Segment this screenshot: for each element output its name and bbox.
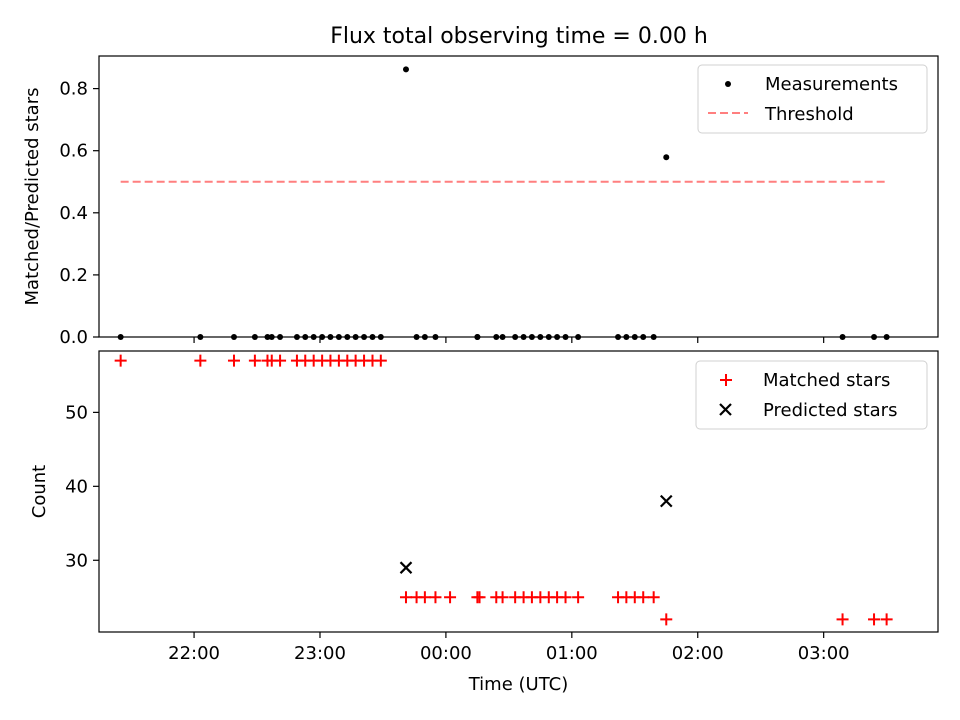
x-tick-label: 00:00 — [420, 643, 472, 664]
matched-star-point — [880, 613, 893, 626]
x-tick-label: 03:00 — [798, 643, 850, 664]
matched-star-point — [227, 354, 240, 367]
matched-star-point — [637, 591, 650, 604]
matched-star-point — [418, 591, 431, 604]
matched-star-point — [572, 591, 585, 604]
legend-threshold-label: Threshold — [764, 104, 854, 125]
x-tick-label: 01:00 — [546, 643, 598, 664]
x-tick-label: 22:00 — [168, 643, 220, 664]
legend-predicted-marker — [719, 403, 732, 416]
matched-star-point — [114, 354, 127, 367]
bottom-axes-ticks: 22:00 23:00 00:00 01:00 02:00 03:00 30 40 50 — [65, 402, 850, 664]
chart-title: Flux total observing time = 0.00 h — [330, 24, 708, 49]
y-tick-label: 0.6 — [59, 141, 88, 162]
measurement-point — [402, 66, 409, 73]
predicted-star-point — [399, 561, 413, 574]
legend-predicted-label: Predicted stars — [763, 400, 897, 421]
matched-star-point — [194, 354, 207, 367]
top-legend-box — [697, 64, 928, 134]
top-legend: Measurements Threshold — [697, 64, 928, 134]
y-tick-label: 30 — [65, 550, 88, 571]
matched-star-point — [374, 354, 387, 367]
y-tick-label: 40 — [65, 476, 88, 497]
y-tick-label: 0.2 — [59, 265, 88, 286]
bottom-y-axis-label: Count — [29, 465, 50, 518]
legend-measurements-marker — [725, 81, 731, 87]
top-axes-ticks: 0.0 0.2 0.4 0.6 0.8 — [59, 79, 825, 348]
top-axes: 0.00.20.40.60.8 Matched/Predicted stars … — [22, 55, 939, 348]
bottom-legend: Matched stars Predicted stars — [695, 360, 928, 430]
top-axes-frame — [98, 55, 939, 338]
matched-star-point — [647, 591, 660, 604]
y-tick-label: 50 — [65, 402, 88, 423]
matched-star-point — [248, 354, 261, 367]
matched-star-point — [868, 613, 881, 626]
legend-measurements-label: Measurements — [765, 74, 898, 95]
top-axes-marks — [117, 66, 890, 340]
matched-star-point — [660, 613, 673, 626]
matched-star-point — [559, 591, 572, 604]
matched-star-point — [496, 591, 509, 604]
matched-star-point — [836, 613, 849, 626]
matched-star-point — [473, 591, 486, 604]
y-tick-label: 0.0 — [59, 327, 88, 348]
x-tick-label: 23:00 — [294, 643, 346, 664]
matched-star-point — [274, 354, 287, 367]
matched-star-point — [429, 591, 442, 604]
y-tick-label: 0.4 — [59, 203, 88, 224]
matched-star-point — [399, 591, 412, 604]
bottom-axes-marks — [114, 354, 893, 626]
y-tick-label: 0.8 — [59, 79, 88, 100]
top-y-axis-label: Matched/Predicted stars — [22, 88, 43, 306]
bottom-axes: 22:00 23:00 00:00 01:00 02:00 03:00 30 40 50 Cou… — [29, 350, 939, 695]
predicted-star-point — [659, 494, 673, 508]
legend-matched-label: Matched stars — [763, 370, 890, 391]
bottom-legend-box — [695, 360, 928, 430]
bottom-axes-frame — [98, 350, 939, 633]
legend-matched-marker — [720, 374, 732, 386]
matched-star-point — [444, 591, 457, 604]
x-tick-label: 02:00 — [672, 643, 724, 664]
bottom-x-axis-label: Time (UTC) — [468, 674, 569, 695]
measurement-point — [663, 154, 670, 161]
